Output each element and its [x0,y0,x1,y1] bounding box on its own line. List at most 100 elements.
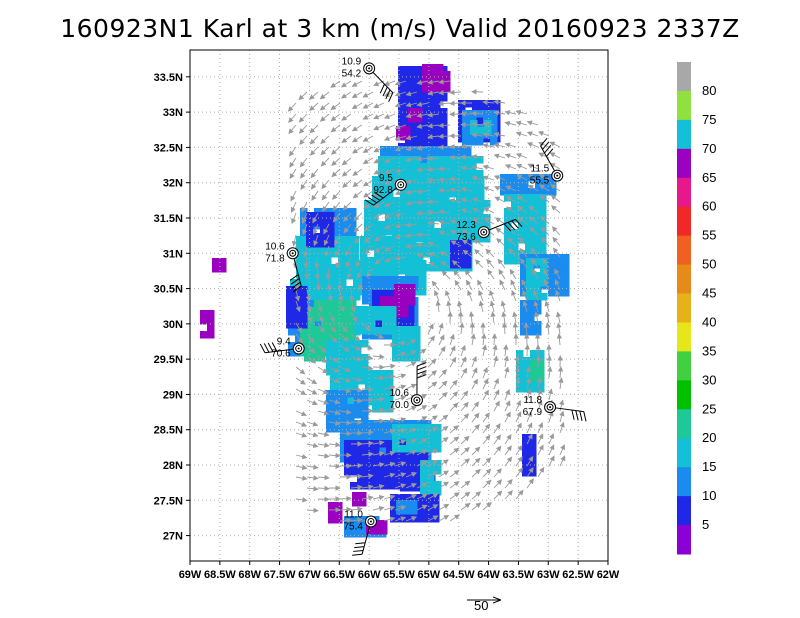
wind-barb-flag [292,285,302,293]
field-cell [462,131,470,139]
wind-vector [394,505,407,511]
wind-vector [317,300,323,313]
wind-vector [384,245,396,252]
wind-vector [356,267,363,279]
field-cell [457,247,465,255]
field-cell [422,146,430,154]
field-cell [412,267,420,275]
field-cell [530,360,538,368]
field-cell [286,314,294,322]
wind-vector [550,205,561,214]
lon-tick-label: 62.5W [562,569,594,581]
field-cell [370,260,378,268]
field-cell [376,283,384,291]
wind-vector [372,396,385,403]
wind-vector [427,358,437,368]
wind-vector [460,356,467,368]
wind-vector [416,242,429,248]
field-cell [382,427,390,435]
field-cell [332,326,340,334]
wind-barb-flag [289,274,299,281]
field-cell [400,456,408,464]
field-cell [413,424,421,432]
field-cell [365,377,373,385]
field-cell [413,235,421,243]
field-cell [523,357,531,365]
wind-vector [416,438,428,445]
field-cell [364,475,372,483]
wind-vector [493,479,503,489]
wind-vector [527,174,539,181]
field-cell [399,207,407,215]
field-cell [374,243,382,251]
field-cell [419,129,427,137]
field-cell [351,523,359,531]
field-cell [347,427,355,435]
wind-vector [504,411,511,423]
wind-vector [372,407,385,413]
field-cell [394,298,402,306]
wind-vector [416,199,429,206]
field-cell [212,265,220,273]
field-cell [413,163,421,171]
wind-vector [495,227,506,236]
field-cell [533,258,541,266]
wind-vector [339,420,352,426]
wind-vector [306,399,318,406]
field-cell [327,212,335,220]
field-cell [441,156,449,164]
field-cell [368,306,376,314]
field-cell [351,447,359,455]
field-cell [326,390,334,398]
wind-vector [427,504,439,511]
wind-vector [361,365,374,371]
field-cell [420,163,428,171]
field-cell [516,357,524,365]
wind-vector [438,414,449,423]
wind-vector [328,409,341,416]
field-cell [413,431,421,439]
wind-vector [492,344,498,357]
wind-vector [405,178,418,184]
field-cell [398,87,406,95]
field-cell [326,411,334,419]
wind-vector [427,220,440,226]
field-cell [358,447,366,455]
point-inner-ring [397,181,405,189]
wind-vector [373,113,385,120]
field-cell [423,264,431,272]
wind-vector [489,289,495,302]
wind-vector [515,456,523,467]
field-cell [207,317,215,325]
wind-vector [515,131,528,137]
wind-vector [339,377,352,383]
field-cell [398,94,406,102]
field-cell [437,243,445,251]
wind-barb-flag [514,219,523,228]
wind-vector [405,232,418,239]
field-cell [532,215,540,223]
wind-vector [363,223,374,232]
wind-vector [537,388,543,401]
field-cell [346,293,354,301]
wind-vector [431,280,440,291]
field-cell [296,257,304,265]
wind-vector [556,333,563,346]
wind-barb-flag [507,222,516,231]
wind-vector [471,412,480,423]
field-cell [405,94,413,102]
field-cell [448,214,456,222]
wind-vector [504,434,512,445]
wind-vector [449,492,460,500]
field-cell [388,236,396,244]
field-cell [340,434,348,442]
field-cell [418,501,426,509]
wind-vector [533,289,539,302]
field-cell [441,163,449,171]
field-cell [399,228,407,236]
field-cell [420,170,428,178]
wind-vector [537,422,544,434]
field-cell [328,208,336,216]
field-cell [367,243,375,251]
